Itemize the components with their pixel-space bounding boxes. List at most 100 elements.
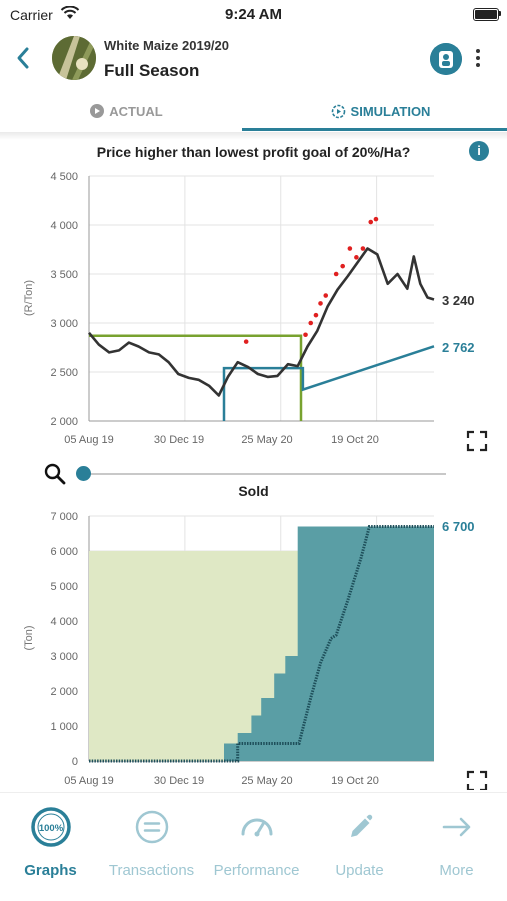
sold-marks xyxy=(89,525,434,763)
nav-transactions-label: Transactions xyxy=(108,862,195,879)
x-tick: 19 Oct 20 xyxy=(331,434,379,446)
sale-point xyxy=(308,320,314,326)
y-tick: 2 500 xyxy=(50,367,78,379)
sale-point xyxy=(323,293,329,298)
svg-text:100%: 100% xyxy=(38,823,63,834)
target-line xyxy=(222,345,435,421)
sale-point xyxy=(347,246,353,251)
x-tick: 05 Aug 19 xyxy=(64,775,114,787)
price-grid xyxy=(88,175,434,422)
sale-point xyxy=(243,339,249,344)
nav-performance-label: Performance xyxy=(213,862,300,879)
goal-line xyxy=(89,334,303,421)
tab-simulation-label: SIMULATION xyxy=(350,103,431,119)
sale-point xyxy=(340,263,345,269)
nav-graphs-label: Graphs xyxy=(24,862,77,879)
price-y-ticks: 4 500 4 000 3 500 3 000 2 500 2 000 xyxy=(50,171,78,428)
y-tick: 7 000 xyxy=(50,511,78,523)
y-tick: 2 000 xyxy=(50,686,78,698)
y-tick: 0 xyxy=(72,756,78,768)
simulated-area xyxy=(224,526,434,761)
sale-point xyxy=(318,301,323,306)
zoom-slider-track[interactable] xyxy=(82,473,446,475)
sold-x-ticks: 05 Aug 19 30 Dec 19 25 May 20 19 Oct 20 xyxy=(64,775,379,787)
sale-point xyxy=(303,332,308,338)
more-options-icon[interactable] xyxy=(470,46,486,72)
back-arrow-icon[interactable] xyxy=(12,43,34,73)
y-tick: 4 000 xyxy=(50,220,78,232)
nav-more[interactable]: More xyxy=(406,793,507,893)
tab-actual-label: ACTUAL xyxy=(109,103,163,119)
crop-name: White Maize 2019/20 xyxy=(104,38,229,53)
wifi-icon xyxy=(60,6,80,19)
price-chart-title: Price higher than lowest profit goal of … xyxy=(96,144,411,160)
battery-icon xyxy=(473,8,499,21)
y-tick: 6 000 xyxy=(50,546,78,558)
x-tick: 25 May 20 xyxy=(241,775,292,787)
carrier-label: Carrier xyxy=(10,7,53,23)
arrow-right-icon xyxy=(442,817,470,837)
user-avatar-icon[interactable] xyxy=(430,43,462,75)
sold-current-label: 6 700 xyxy=(442,519,475,534)
magnifier-icon[interactable] xyxy=(44,463,66,485)
app-header: White Maize 2019/20 Full Season xyxy=(0,30,507,92)
x-tick: 19 Oct 20 xyxy=(331,775,379,787)
price-chart: 4 500 4 000 3 500 3 000 2 500 2 000 (R/T… xyxy=(23,171,488,452)
gauge-100-icon: 100% xyxy=(30,807,71,847)
pencil-icon xyxy=(350,814,372,837)
tab-shadow xyxy=(0,132,507,140)
x-tick: 30 Dec 19 xyxy=(154,434,204,446)
zoom-row xyxy=(0,460,507,488)
status-bar: Carrier 9:24 AM xyxy=(0,0,507,30)
nav-update-label: Update xyxy=(335,862,384,879)
season-name: Full Season xyxy=(104,61,200,80)
y-tick: 5 000 xyxy=(50,581,78,593)
y-tick: 1 000 xyxy=(50,721,78,733)
tab-actual[interactable]: ACTUAL xyxy=(0,92,253,130)
price-x-ticks: 05 Aug 19 30 Dec 19 25 May 20 19 Oct 20 xyxy=(64,434,379,446)
sale-point xyxy=(333,271,339,277)
price-y-axis-label: (R/Ton) xyxy=(23,280,35,316)
sold-chart-title: Sold xyxy=(238,483,269,499)
sold-y-ticks: 7 000 6 000 5 000 4 000 3 000 2 000 1 00… xyxy=(50,511,78,768)
battery-tip xyxy=(499,11,501,16)
tab-simulation[interactable]: SIMULATION xyxy=(254,92,507,130)
y-tick: 4 000 xyxy=(50,616,78,628)
speedometer-icon xyxy=(241,818,272,837)
x-tick: 30 Dec 19 xyxy=(154,775,204,787)
sale-point xyxy=(354,255,359,260)
price-line xyxy=(87,247,435,397)
fullscreen-icon[interactable] xyxy=(466,430,488,452)
nav-performance[interactable]: Performance xyxy=(206,793,307,893)
clock: 9:24 AM xyxy=(225,6,282,23)
zoom-slider-handle[interactable] xyxy=(76,466,91,481)
y-tick: 3 000 xyxy=(50,318,78,330)
info-icon[interactable]: i xyxy=(469,141,489,161)
x-tick: 25 May 20 xyxy=(241,434,292,446)
x-tick: 05 Aug 19 xyxy=(64,434,114,446)
nav-graphs[interactable]: 100% Graphs xyxy=(0,793,101,893)
actual-line xyxy=(89,525,434,763)
y-tick: 3 500 xyxy=(50,269,78,281)
sale-point xyxy=(360,246,366,251)
sale-point xyxy=(373,216,379,222)
bottom-nav: 100% Graphs Transactions Performance Upd… xyxy=(0,792,507,901)
sale-point xyxy=(368,219,374,225)
nav-more-label: More xyxy=(439,862,474,879)
y-tick: 4 500 xyxy=(50,171,78,183)
tab-bar: ACTUAL SIMULATION xyxy=(0,92,507,133)
sold-chart: 7 000 6 000 5 000 4 000 3 000 2 000 1 00… xyxy=(23,511,488,790)
y-tick: 2 000 xyxy=(50,416,78,428)
crop-thumbnail xyxy=(52,36,96,80)
nav-update[interactable]: Update xyxy=(309,793,410,893)
price-marks xyxy=(87,216,435,421)
list-circle-icon xyxy=(135,810,168,844)
simulation-icon xyxy=(331,104,345,118)
sold-y-axis-label: (Ton) xyxy=(23,625,35,650)
price-current-label: 3 240 xyxy=(442,293,475,308)
play-icon xyxy=(90,104,105,118)
target-current-label: 2 762 xyxy=(442,340,475,355)
sale-point xyxy=(313,312,319,318)
nav-transactions[interactable]: Transactions xyxy=(101,793,202,893)
fullscreen-icon[interactable] xyxy=(466,770,488,790)
